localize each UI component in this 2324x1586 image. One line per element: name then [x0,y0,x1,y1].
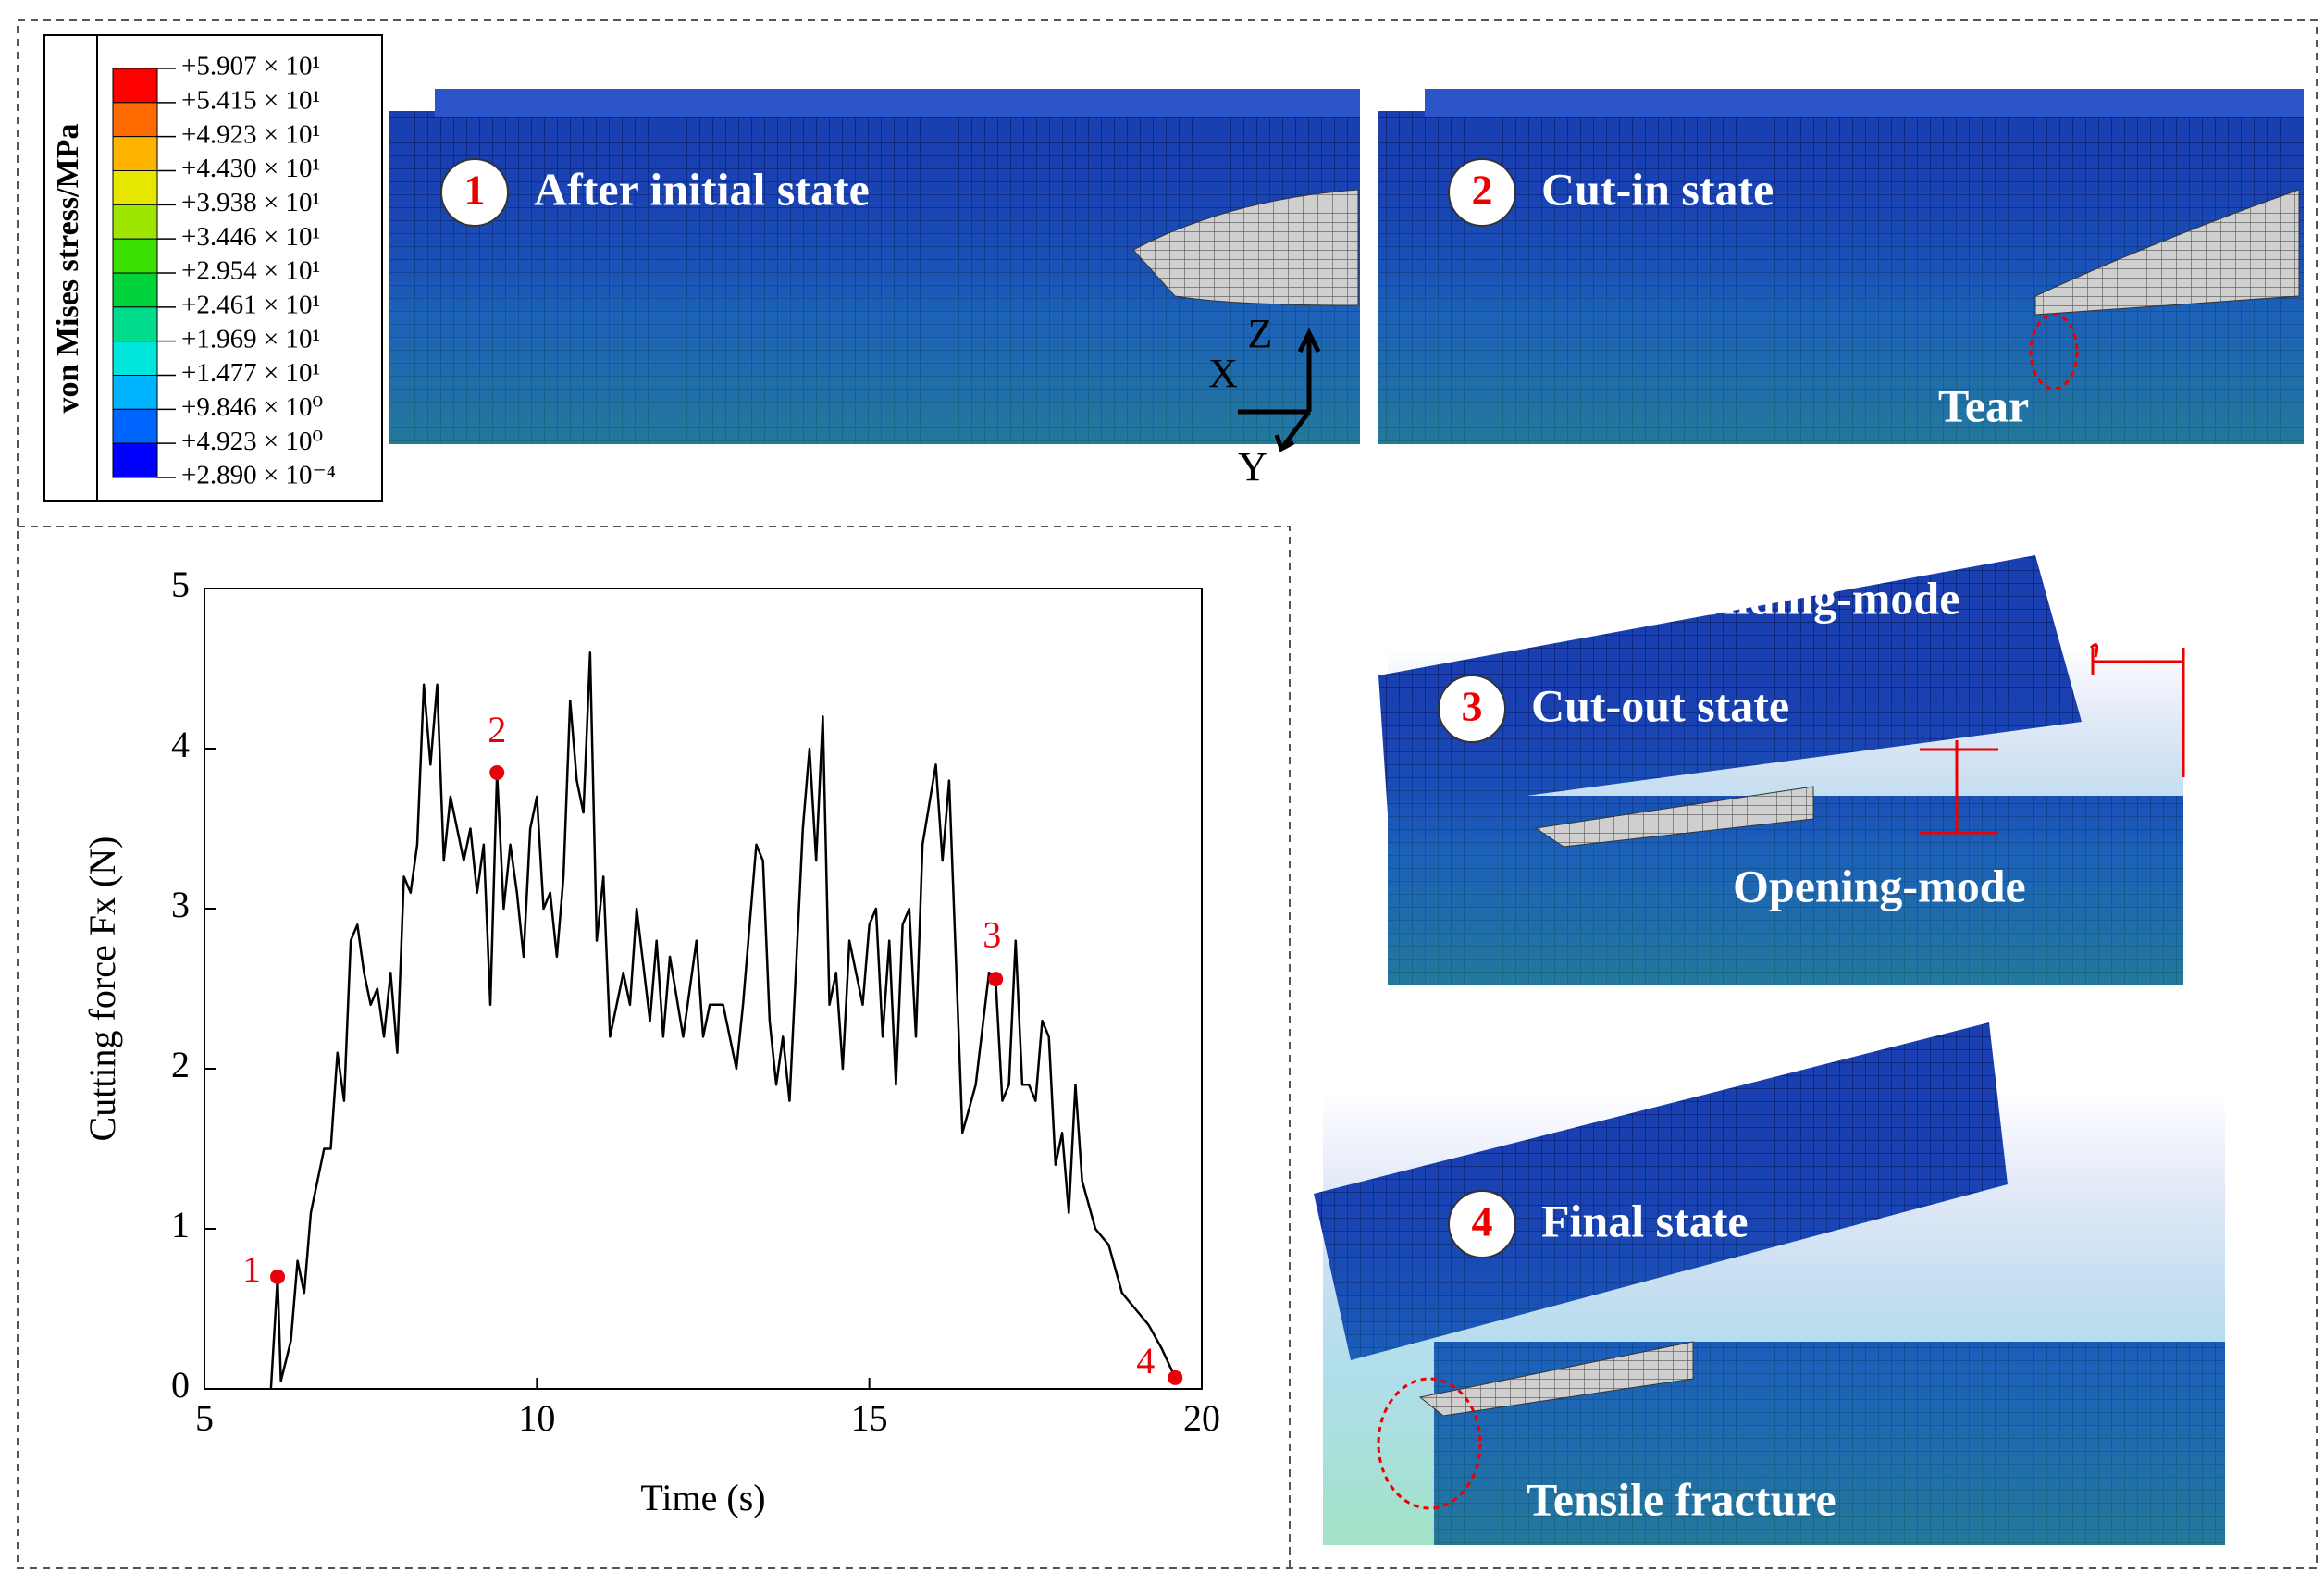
legend-label: +2.954 × 10¹ [181,256,320,286]
y-axis-title: Cutting force Fx (N) [81,836,123,1142]
legend-label: +5.907 × 10¹ [181,52,320,81]
sim-block-4 [1314,1022,2225,1545]
legend-label: +4.923 × 10¹ [181,119,320,149]
divider [18,526,1291,1568]
point-label: 2 [488,709,506,750]
legend-label: +2.890 × 10⁻⁴ [181,461,336,490]
legend-label: +3.446 × 10¹ [181,222,320,252]
point-marker [489,764,505,780]
legend-swatch [112,408,158,444]
legend-swatch [112,306,158,342]
point-marker [1168,1369,1183,1385]
legend-label: +5.415 × 10¹ [181,85,320,115]
x-tick-label: 15 [851,1397,888,1439]
y-tick-label: 3 [171,884,190,925]
x-tick-label: 5 [195,1397,214,1439]
legend-box [43,34,383,502]
panel-label: After initial state [534,163,870,215]
sim-block-1 [389,89,1360,444]
y-tick-label: 0 [171,1364,190,1406]
legend-label: +9.846 × 10⁰ [181,392,323,422]
y-tick-label: 5 [171,564,190,605]
legend-swatch [112,375,158,410]
panel-number: 2 [1472,167,1493,214]
panel-badge [1448,158,1516,227]
legend-label: +2.461 × 10¹ [181,290,320,319]
panel-number: 4 [1472,1198,1493,1245]
annotation: Sliding-mode [1698,572,1959,624]
y-tick-label: 4 [171,724,190,765]
point-label: 1 [242,1248,261,1290]
y-tick-label: 1 [171,1204,190,1245]
legend-label: +4.430 × 10¹ [181,154,320,183]
point-label: 3 [983,913,1001,955]
triad-z: Z [1248,311,1273,356]
plot-frame [204,588,1203,1390]
annotation: Tensile fracture [1527,1473,1836,1525]
triad-y: Y [1238,444,1267,489]
data-line [269,651,1177,1390]
panel-number: 3 [1462,683,1483,730]
x-axis-title: Time (s) [640,1477,765,1518]
point-label: 4 [1136,1340,1155,1382]
sim-block-3 [1378,555,2185,985]
legend-swatch [112,102,158,138]
triad-x: X [1208,351,1238,396]
legend-swatch [112,238,158,274]
x-tick-label: 10 [518,1397,555,1439]
legend-swatch [112,341,158,376]
legend-swatch [112,136,158,172]
legend-swatch [112,442,158,478]
panel-label: Cut-in state [1541,163,1774,215]
panel-label: Cut-out state [1531,679,1789,731]
legend-title: von Mises stress/MPa [51,124,85,414]
panel-badge [1448,1190,1516,1258]
panel-label: Final state [1541,1195,1749,1246]
outer-frame [17,19,2318,1569]
legend-label: +3.938 × 10¹ [181,188,320,217]
legend-swatch [112,204,158,240]
y-tick-label: 2 [171,1044,190,1085]
legend-label: +4.923 × 10⁰ [181,427,323,456]
x-tick-label: 20 [1183,1397,1220,1439]
panel-badge [440,158,509,227]
annotation: Opening-mode [1733,860,2026,911]
legend-swatch [112,170,158,205]
legend-swatch [112,68,158,104]
panel-badge [1438,675,1506,743]
legend-label: +1.969 × 10¹ [181,324,320,353]
point-marker [270,1269,286,1284]
legend-swatch [112,272,158,308]
annotation: Tear [1938,379,2029,431]
sim-block-2 [1378,89,2304,444]
panel-number: 1 [464,167,486,214]
axes-triad [1238,328,1321,452]
point-marker [988,972,1004,987]
legend-label: +1.477 × 10¹ [181,358,320,388]
